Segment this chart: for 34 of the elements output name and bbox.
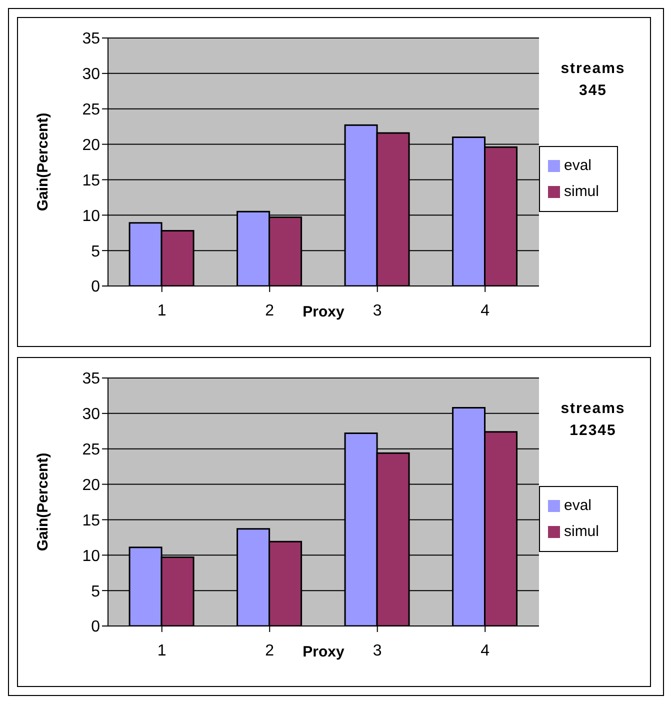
y-tick-label: 15: [82, 512, 100, 530]
y-tick-label: 30: [82, 66, 100, 84]
y-axis-title: Gain(Percent): [34, 452, 52, 552]
legend-label: eval: [564, 157, 592, 174]
y-tick-label: 10: [82, 208, 100, 225]
x-tick-label: 4: [480, 642, 490, 660]
y-tick-label: 5: [91, 243, 100, 260]
y-tick-label: 35: [82, 370, 100, 388]
y-tick-label: 20: [82, 136, 100, 154]
y-tick-label: 25: [82, 442, 100, 459]
y-axis-title: Gain(Percent): [34, 112, 52, 212]
y-tick-label: 0: [91, 618, 100, 636]
y-tick-label: 5: [91, 583, 100, 600]
x-tick-label: 4: [480, 302, 490, 320]
y-tick-label: 10: [82, 548, 100, 565]
y-tick-label: 25: [82, 102, 100, 119]
x-tick-label: 3: [372, 642, 382, 660]
y-tick-label: 20: [82, 476, 100, 494]
y-tick-label: 15: [82, 172, 100, 190]
x-tick-label: 2: [265, 642, 274, 660]
y-tick-label: 35: [82, 30, 100, 48]
x-axis-title: Proxy: [302, 644, 345, 661]
x-tick-label: 1: [157, 302, 166, 320]
legend-label: eval: [564, 497, 592, 514]
x-axis-title: Proxy: [302, 304, 345, 321]
x-tick-label: 3: [372, 302, 382, 320]
y-tick-label: 30: [82, 406, 100, 424]
legend-label: simul: [564, 523, 599, 540]
text: streams 12345: [560, 400, 626, 439]
y-tick-label: 0: [91, 278, 100, 296]
text: streams 345: [560, 60, 626, 99]
x-tick-label: 1: [157, 642, 166, 660]
x-tick-label: 2: [265, 302, 274, 320]
legend-label: simul: [564, 183, 599, 200]
